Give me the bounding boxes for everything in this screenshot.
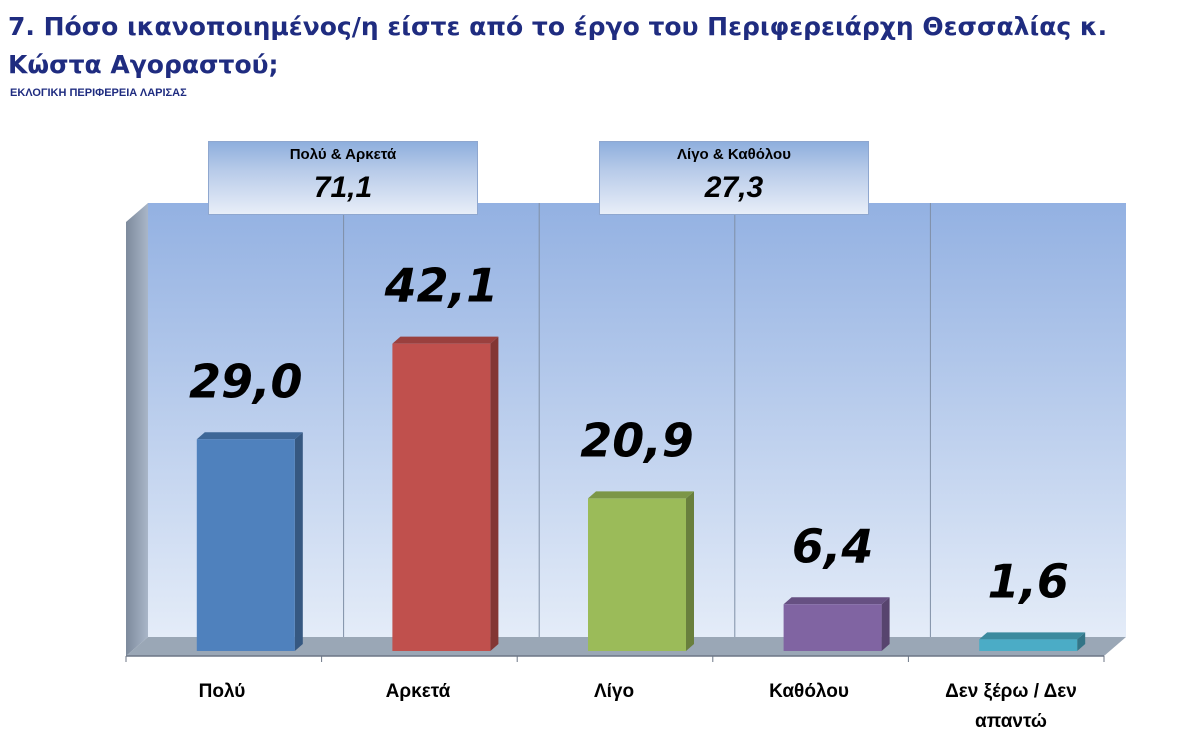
bar [783,597,890,651]
bar-side [294,432,303,651]
bar-side [881,597,890,651]
bar-front [588,498,686,651]
bar-side [686,491,694,651]
bar-top [588,491,694,499]
bar-side [490,336,499,651]
category-label-poly: Πολύ [198,681,246,702]
group-box-negative: Λίγο & Καθόλου 27,3 [599,141,869,215]
bar-top [783,597,890,605]
bar-top [196,432,303,440]
bar-front [783,604,882,651]
bar-top [979,632,1086,640]
group-value-positive: 71,1 [313,171,373,204]
group-label-positive: Πολύ & Αρκετά [289,146,397,163]
group-box-positive: Πολύ & Αρκετά 71,1 [208,141,478,215]
category-label-den-xero: Δεν ξέρω / Δεν απαντώ [945,681,1077,732]
category-label-katholou: Καθόλου [769,681,849,702]
data-label: 29,0 [189,354,303,408]
bar [392,336,499,651]
left-wall [126,203,148,656]
data-label: 42,1 [384,259,499,313]
group-label-negative: Λίγο & Καθόλου [677,146,791,163]
bar-front [196,439,295,651]
data-label: 6,4 [792,519,874,573]
category-label-ligo: Λίγο [593,681,635,702]
data-label: 1,6 [987,554,1069,608]
bar-side [1077,632,1086,651]
bar-top [392,336,499,344]
bar [196,432,303,651]
bar [979,632,1086,651]
group-value-negative: 27,3 [704,171,764,204]
data-label: 20,9 [580,413,694,467]
chart-title: 7. Πόσο ικανοποιημένος/η είστε από το έρ… [8,12,1108,79]
bar-front [979,639,1078,651]
category-label-arketa: Αρκετά [385,681,451,702]
bar [588,491,694,651]
chart-subtitle: ΕΚΛΟΓΙΚΗ ΠΕΡΙΦΕΡΕΙΑ ΛΑΡΙΣΑΣ [10,87,187,99]
bar-front [392,343,491,651]
